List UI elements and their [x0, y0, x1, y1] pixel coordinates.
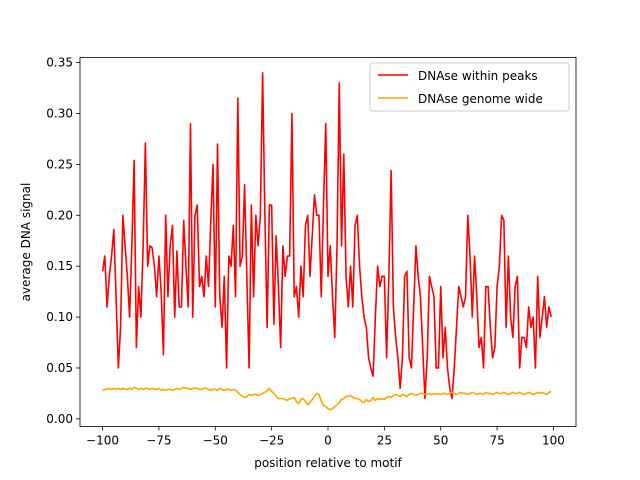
legend-box [369, 62, 570, 112]
series-line-1 [102, 386, 552, 411]
y-axis-label: average DNA signal [19, 183, 33, 302]
y-tick-label: 0.05 [46, 361, 73, 375]
legend-label-series-0: DNAse within peaks [418, 69, 538, 83]
x-tick-label: 50 [433, 434, 448, 448]
y-tick-label: 0.30 [46, 106, 73, 120]
y-tick-label: 0.15 [46, 259, 73, 273]
y-tick-label: 0.20 [46, 208, 73, 222]
y-tick-label: 0.00 [46, 412, 73, 426]
y-tick-label: 0.10 [46, 310, 73, 324]
x-axis-ticks: −100 −75 −50 −25 0 25 50 75 100 [86, 426, 565, 448]
y-tick-label: 0.35 [46, 56, 73, 70]
x-tick-label: −25 [259, 434, 284, 448]
series-line-0 [101, 71, 552, 400]
y-tick-label: 0.25 [46, 157, 73, 171]
x-axis-label: position relative to motif [254, 456, 402, 470]
plot-area [101, 71, 552, 411]
legend: DNAse within peaks DNAse genome wide [369, 62, 570, 112]
legend-label-series-1: DNAse genome wide [418, 92, 543, 106]
x-tick-label: −50 [203, 434, 228, 448]
x-tick-label: 75 [489, 434, 504, 448]
x-tick-label: 0 [324, 434, 332, 448]
axes-frame [79, 57, 577, 427]
y-axis-ticks: 0.00 0.05 0.10 0.15 0.20 0.25 0.30 0.35 [46, 56, 80, 426]
x-tick-label: 25 [377, 434, 392, 448]
x-tick-label: 100 [542, 434, 565, 448]
x-tick-label: −75 [146, 434, 171, 448]
x-tick-label: −100 [86, 434, 119, 448]
